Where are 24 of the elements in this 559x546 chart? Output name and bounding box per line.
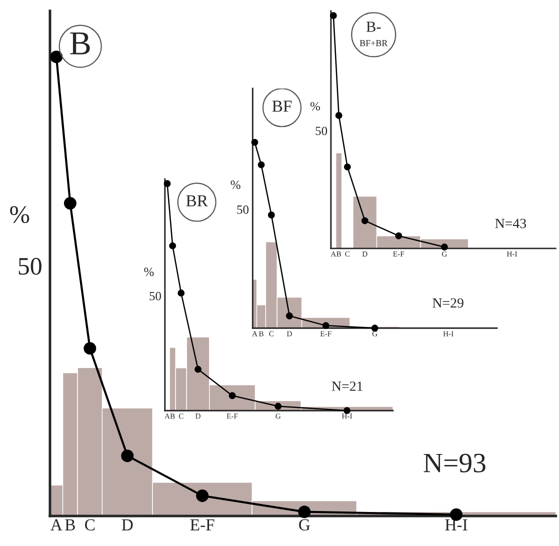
annotation: 50 xyxy=(150,292,162,300)
chart-title: B- xyxy=(366,22,381,32)
chart-title: B xyxy=(70,32,90,54)
y-axis-title: % xyxy=(310,102,320,111)
annotation: N=21 xyxy=(332,382,362,391)
annotation: N=93 xyxy=(424,454,486,472)
text: BR xyxy=(186,195,208,206)
x-tick-label: G xyxy=(299,519,310,530)
text: BF+BR xyxy=(360,40,388,46)
annotation: 50 xyxy=(237,205,249,214)
y-axis-title: % xyxy=(10,206,30,224)
x-tick-label: D xyxy=(122,519,133,530)
x-tick-label: C xyxy=(85,519,95,530)
x-tick-label: B xyxy=(65,519,75,530)
y-axis-title: % xyxy=(230,180,240,190)
annotation: 50 xyxy=(316,126,328,136)
text: 50 xyxy=(18,258,42,275)
chart-title: BF xyxy=(272,100,292,112)
x-tick-label: A xyxy=(50,519,62,530)
y-axis-title: % xyxy=(144,268,154,276)
x-tick-label: H-I xyxy=(445,519,468,530)
x-tick-label: E-F xyxy=(190,519,214,530)
annotation: N=43 xyxy=(495,218,526,228)
annotation: N=29 xyxy=(432,298,464,308)
